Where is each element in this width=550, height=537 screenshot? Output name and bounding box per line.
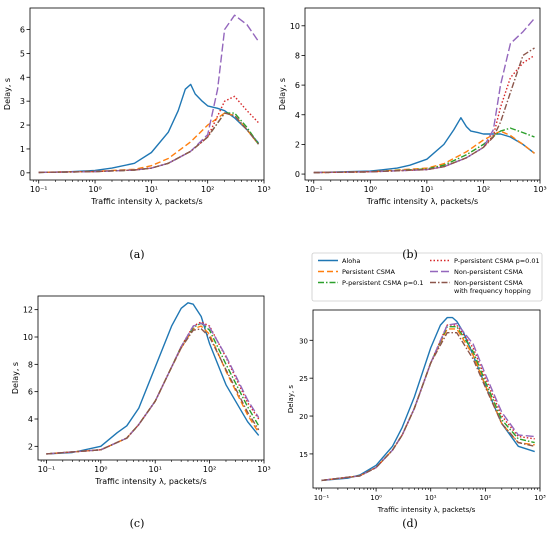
y-tick-label: 8 bbox=[28, 360, 33, 369]
x-tick-label: 10¹ bbox=[420, 185, 433, 194]
series-nonpers bbox=[46, 322, 260, 455]
caption-b: (b) bbox=[402, 248, 418, 261]
series-aloha bbox=[46, 302, 260, 455]
x-tick-label: 10¹ bbox=[149, 465, 162, 474]
plot-frame bbox=[29, 7, 265, 181]
x-tick-label: 10⁻¹ bbox=[38, 465, 56, 474]
series-aloha bbox=[321, 316, 535, 482]
x-axis-label: Traffic intensity λ, packets/s bbox=[90, 197, 202, 206]
y-tick-label: 15 bbox=[299, 451, 308, 459]
series-nonpers_fh bbox=[38, 112, 260, 174]
series-persistent bbox=[313, 130, 535, 174]
x-tick-label: 10² bbox=[201, 185, 214, 194]
x-tick-label: 10⁰ bbox=[370, 494, 382, 502]
y-tick-label: 20 bbox=[299, 413, 308, 421]
series-pp01 bbox=[38, 112, 260, 174]
y-tick-label: 6 bbox=[28, 388, 33, 397]
y-axis-label: Delay, s bbox=[278, 78, 287, 110]
series-pp001 bbox=[38, 95, 260, 174]
y-axis-label: Delay, s bbox=[287, 385, 295, 414]
legend-label-persistent: Persistent CSMA bbox=[342, 268, 395, 276]
x-tick-label: 10³ bbox=[534, 494, 546, 502]
x-axis-label: Traffic intensity λ, packets/s bbox=[94, 477, 206, 486]
legend-label-nonpers: Non-persistent CSMA bbox=[454, 268, 523, 276]
x-tick-label: 10³ bbox=[257, 185, 270, 194]
series-pp01 bbox=[321, 326, 535, 482]
x-axis-label: Traffic intensity λ, packets/s bbox=[366, 197, 478, 206]
series-pp001 bbox=[313, 54, 535, 174]
x-tick-label: 10⁰ bbox=[94, 465, 107, 474]
series-persistent bbox=[46, 325, 260, 455]
plot-frame bbox=[304, 7, 541, 181]
series-nonpers_fh bbox=[46, 328, 260, 455]
panel-d: 10⁻¹ 10⁰ 10¹ 10² 10³ 15 20 25 30 Traffic intensit… bbox=[287, 309, 546, 514]
y-tick-label: 25 bbox=[299, 375, 308, 383]
plot-frame bbox=[312, 309, 541, 489]
series-nonpers bbox=[313, 17, 536, 174]
y-tick-label: 2 bbox=[295, 140, 300, 149]
y-tick-label: 6 bbox=[295, 81, 300, 90]
series-persistent bbox=[38, 112, 260, 174]
plot-frame bbox=[37, 295, 265, 461]
caption-d: (d) bbox=[402, 517, 418, 530]
y-tick-label: 8 bbox=[295, 51, 300, 60]
y-tick-label: 3 bbox=[20, 97, 25, 106]
legend-box bbox=[311, 252, 543, 302]
series-pp01 bbox=[46, 322, 260, 455]
legend-label-aloha: Aloha bbox=[342, 257, 360, 265]
series-aloha bbox=[313, 116, 535, 174]
x-tick-label: 10³ bbox=[533, 185, 546, 194]
series-nonpers bbox=[38, 14, 260, 174]
y-tick-label: 10 bbox=[23, 333, 33, 342]
series-nonpers_fh bbox=[321, 332, 535, 482]
y-tick-label: 0 bbox=[295, 170, 300, 179]
caption-c: (c) bbox=[130, 517, 145, 530]
y-tick-label: 6 bbox=[20, 26, 25, 35]
y-tick-label: 5 bbox=[20, 49, 25, 58]
legend: Aloha Persistent CSMA P-persistent CSMA p=… bbox=[311, 252, 543, 302]
x-tick-label: 10⁰ bbox=[364, 185, 377, 194]
x-tick-label: 10⁻¹ bbox=[305, 185, 323, 194]
caption-a: (a) bbox=[129, 248, 144, 261]
x-tick-label: 10⁰ bbox=[88, 185, 101, 194]
y-tick-label: 0 bbox=[20, 169, 25, 178]
panel-a: 10⁻¹ 10⁰ 10¹ 10² 10³ 0 1 2 3 4 5 6 Traffic intensity… bbox=[3, 7, 271, 206]
panel-c: 10⁻¹ 10⁰ 10¹ 10² 10³ 2 4 6 8 10 12 Traffic intensit… bbox=[11, 295, 271, 486]
y-tick-label: 2 bbox=[28, 442, 33, 451]
y-tick-label: 4 bbox=[28, 415, 33, 424]
legend-label-nonpers_fh: Non-persistent CSMA bbox=[454, 279, 523, 287]
series-pp001 bbox=[321, 324, 535, 482]
series-nonpers bbox=[321, 322, 535, 482]
x-tick-label: 10² bbox=[203, 465, 216, 474]
legend-label-pp01: P-persistent CSMA p=0.1 bbox=[342, 279, 423, 287]
y-tick-label: 4 bbox=[20, 73, 25, 82]
y-tick-label: 4 bbox=[295, 111, 300, 120]
x-tick-label: 10⁻¹ bbox=[30, 185, 48, 194]
y-tick-label: 12 bbox=[23, 306, 33, 315]
y-tick-label: 1 bbox=[20, 145, 25, 154]
legend-label-nonpers_fh-line2: with frequency hopping bbox=[454, 287, 531, 295]
x-tick-label: 10¹ bbox=[145, 185, 158, 194]
y-tick-label: 10 bbox=[290, 22, 300, 31]
series-nonpers_fh bbox=[313, 47, 535, 174]
x-axis-label: Traffic intensity λ, packets/s bbox=[377, 506, 476, 514]
x-tick-label: 10³ bbox=[257, 465, 270, 474]
series-aloha bbox=[38, 83, 260, 174]
x-tick-label: 10² bbox=[480, 494, 492, 502]
x-tick-label: 10² bbox=[477, 185, 490, 194]
panel-b: 10⁻¹ 10⁰ 10¹ 10² 10³ 0 2 4 6 8 10 Traffic intensity… bbox=[278, 7, 547, 206]
series-persistent bbox=[321, 328, 535, 482]
y-tick-label: 30 bbox=[299, 337, 308, 345]
x-tick-label: 10¹ bbox=[425, 494, 437, 502]
legend-label-pp001: P-persistent CSMA p=0.01 bbox=[454, 257, 540, 265]
y-axis-label: Delay, s bbox=[3, 78, 12, 110]
series-pp001 bbox=[46, 321, 260, 455]
y-tick-label: 2 bbox=[20, 121, 25, 130]
x-tick-label: 10⁻¹ bbox=[314, 494, 330, 502]
y-axis-label: Delay, s bbox=[11, 362, 20, 394]
